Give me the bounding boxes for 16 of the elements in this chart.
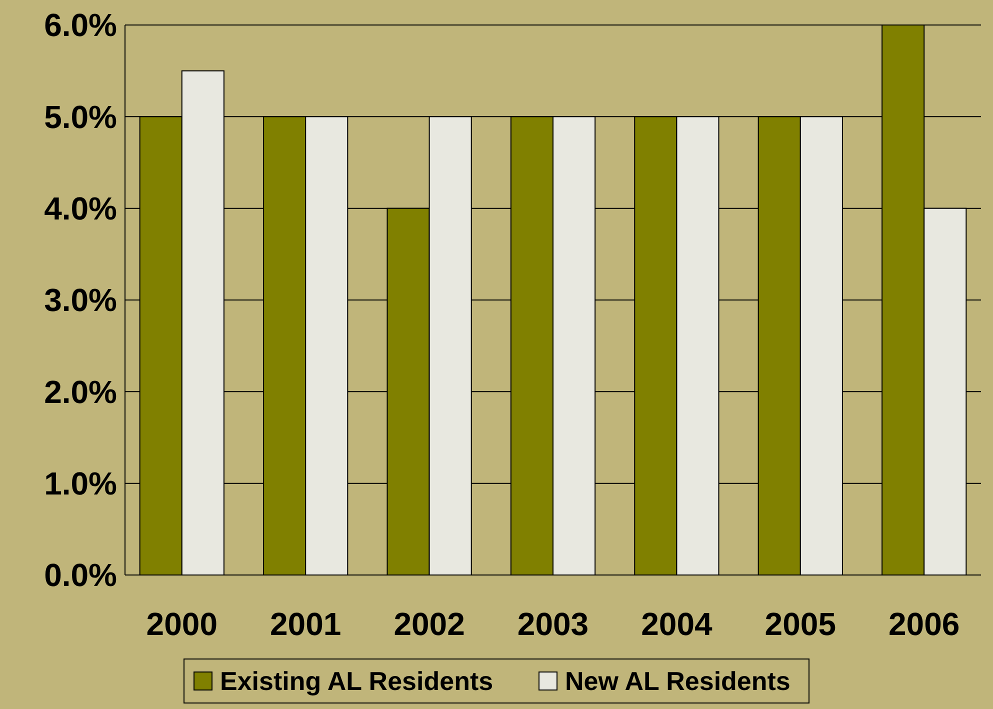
y-tick-label: 3.0%	[44, 282, 117, 318]
x-tick-label: 2000	[146, 606, 218, 642]
y-tick-label: 2.0%	[44, 374, 117, 410]
x-tick-label: 2004	[641, 606, 712, 642]
y-tick-label: 4.0%	[44, 190, 117, 227]
y-tick-label: 1.0%	[44, 466, 117, 502]
x-tick-label: 2006	[888, 606, 960, 642]
legend-label: Existing AL Residents	[220, 666, 494, 696]
y-tick-label: 5.0%	[44, 98, 117, 135]
y-tick-label: 6.0%	[44, 7, 117, 44]
x-tick-label: 2003	[517, 606, 589, 642]
legend-label: New AL Residents	[565, 666, 790, 696]
x-tick-label: 2002	[394, 606, 465, 642]
x-tick-label: 2005	[764, 606, 836, 642]
x-tick-label: 2001	[270, 606, 342, 642]
y-tick-label: 0.0%	[44, 557, 117, 594]
